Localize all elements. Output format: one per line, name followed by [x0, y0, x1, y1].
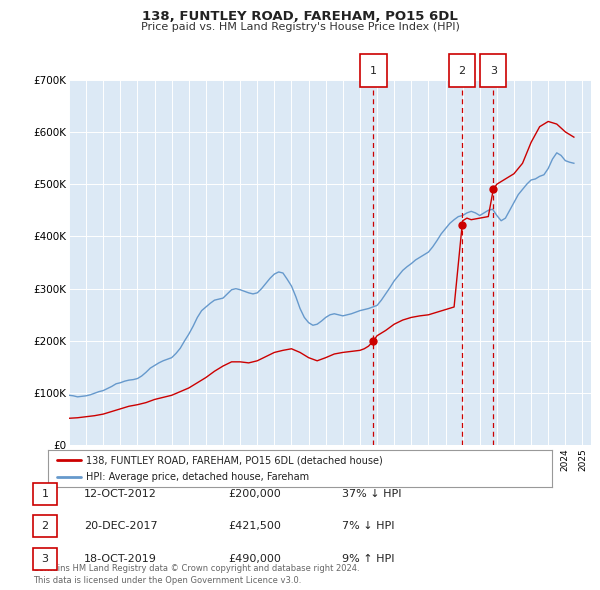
Text: 7% ↓ HPI: 7% ↓ HPI — [342, 522, 395, 531]
Text: Price paid vs. HM Land Registry's House Price Index (HPI): Price paid vs. HM Land Registry's House … — [140, 22, 460, 31]
Text: HPI: Average price, detached house, Fareham: HPI: Average price, detached house, Fare… — [86, 472, 309, 482]
Text: 2: 2 — [41, 522, 49, 531]
Text: 2: 2 — [458, 66, 466, 76]
Text: 3: 3 — [490, 66, 497, 76]
Text: 37% ↓ HPI: 37% ↓ HPI — [342, 489, 401, 499]
Text: 18-OCT-2019: 18-OCT-2019 — [84, 554, 157, 563]
Text: 20-DEC-2017: 20-DEC-2017 — [84, 522, 158, 531]
Text: 1: 1 — [41, 489, 49, 499]
Text: 12-OCT-2012: 12-OCT-2012 — [84, 489, 157, 499]
Text: 1: 1 — [370, 66, 377, 76]
Text: 9% ↑ HPI: 9% ↑ HPI — [342, 554, 395, 563]
Text: £200,000: £200,000 — [228, 489, 281, 499]
Text: £490,000: £490,000 — [228, 554, 281, 563]
Text: £421,500: £421,500 — [228, 522, 281, 531]
Text: 138, FUNTLEY ROAD, FAREHAM, PO15 6DL: 138, FUNTLEY ROAD, FAREHAM, PO15 6DL — [142, 10, 458, 23]
Text: 138, FUNTLEY ROAD, FAREHAM, PO15 6DL (detached house): 138, FUNTLEY ROAD, FAREHAM, PO15 6DL (de… — [86, 455, 383, 465]
Text: 3: 3 — [41, 554, 49, 563]
Text: Contains HM Land Registry data © Crown copyright and database right 2024.
This d: Contains HM Land Registry data © Crown c… — [33, 565, 359, 585]
